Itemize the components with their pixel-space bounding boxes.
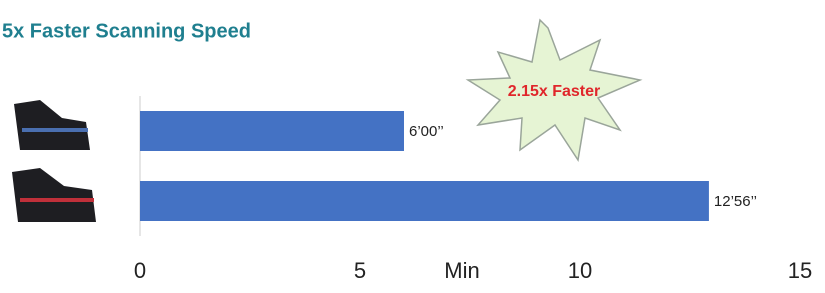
- value-label: 6’00’’: [409, 123, 444, 140]
- x-tick-label: 10: [568, 258, 592, 283]
- value-label: 12’56’’: [714, 193, 757, 210]
- annotation: 2.15x Faster: [508, 83, 601, 100]
- x-tick-label: 5: [354, 258, 366, 283]
- x-axis-label: Min: [444, 258, 479, 283]
- scanner-icon: [12, 168, 96, 222]
- scanner-icon: [14, 100, 90, 150]
- chart: 5x Faster Scanning Speed 2.15x Faster Mi…: [0, 0, 825, 293]
- bar: [140, 181, 709, 221]
- x-tick-label: 0: [134, 258, 146, 283]
- x-tick-label: 15: [788, 258, 812, 283]
- chart-title: 5x Faster Scanning Speed: [2, 20, 251, 42]
- page: 5x Faster Scanning Speed 2.15x Faster Mi…: [0, 0, 825, 293]
- bar: [140, 111, 404, 151]
